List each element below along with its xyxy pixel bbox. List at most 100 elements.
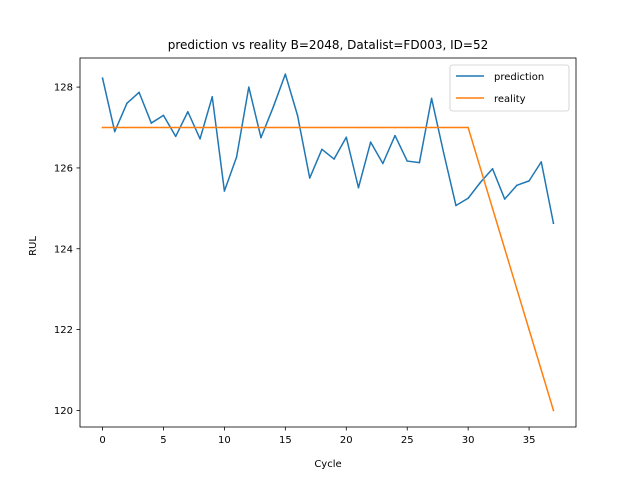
data-point-reality-7	[187, 126, 189, 129]
series-line-prediction	[101, 73, 555, 225]
data-point-prediction-31	[479, 181, 482, 184]
legend-label-reality: reality	[494, 94, 526, 105]
data-point-reality-8	[199, 126, 201, 129]
data-point-prediction-36	[540, 161, 543, 163]
data-point-reality-25	[406, 126, 408, 129]
data-point-prediction-2	[126, 102, 128, 105]
y-tick-label-120: 120	[54, 406, 73, 417]
data-point-reality-12	[248, 126, 250, 129]
data-point-reality-30	[467, 126, 469, 129]
x-tick-label-5: 5	[160, 435, 166, 446]
data-point-prediction-1	[113, 130, 116, 133]
data-point-reality-29	[455, 126, 457, 129]
data-point-prediction-6	[174, 135, 177, 138]
data-point-prediction-28	[443, 152, 445, 155]
data-point-prediction-22	[369, 141, 372, 143]
data-point-prediction-19	[333, 158, 335, 160]
data-point-prediction-8	[199, 138, 201, 140]
data-point-reality-33	[503, 248, 506, 250]
series-line-reality	[101, 126, 555, 412]
data-point-reality-1	[113, 126, 116, 129]
x-axis-label: Cycle	[314, 459, 341, 470]
data-point-reality-34	[516, 288, 518, 290]
data-point-prediction-0	[101, 77, 104, 79]
data-point-reality-26	[418, 126, 421, 129]
y-tick-label-128: 128	[54, 83, 73, 94]
legend-label-prediction: prediction	[494, 72, 544, 83]
data-point-reality-11	[235, 126, 238, 129]
data-point-reality-5	[162, 126, 165, 129]
plot-area	[101, 73, 555, 412]
data-point-prediction-21	[357, 186, 360, 189]
data-point-prediction-17	[308, 177, 311, 179]
data-point-reality-6	[174, 126, 177, 129]
data-point-reality-10	[223, 126, 226, 129]
data-point-reality-27	[430, 126, 433, 129]
y-tick-label-124: 124	[54, 244, 73, 255]
data-point-reality-0	[101, 126, 104, 129]
data-point-prediction-10	[223, 190, 226, 192]
x-tick-label-25: 25	[401, 435, 414, 446]
data-point-reality-9	[211, 126, 213, 129]
data-point-prediction-24	[394, 134, 396, 137]
data-point-prediction-11	[235, 156, 238, 158]
series-reality	[101, 126, 555, 412]
data-point-reality-17	[308, 126, 311, 129]
data-point-prediction-32	[491, 167, 494, 170]
data-point-prediction-13	[260, 136, 262, 139]
data-point-reality-28	[443, 126, 445, 129]
data-point-reality-31	[479, 167, 482, 169]
data-point-prediction-29	[455, 204, 457, 207]
data-point-reality-24	[394, 126, 396, 129]
data-point-prediction-9	[211, 96, 213, 98]
data-point-prediction-23	[382, 162, 384, 165]
data-point-reality-13	[260, 126, 262, 129]
x-tick-label-10: 10	[218, 435, 231, 446]
data-point-reality-20	[345, 126, 348, 129]
data-point-reality-23	[382, 126, 384, 129]
data-point-prediction-26	[418, 161, 421, 164]
data-point-prediction-5	[162, 114, 165, 117]
data-point-reality-37	[552, 409, 555, 412]
data-point-prediction-7	[187, 111, 189, 113]
x-tick-label-30: 30	[462, 435, 475, 446]
data-point-prediction-15	[284, 73, 287, 75]
data-point-reality-18	[321, 126, 323, 129]
x-tick-label-0: 0	[99, 435, 105, 446]
data-point-prediction-34	[516, 184, 518, 187]
data-point-prediction-33	[503, 198, 506, 200]
data-point-reality-15	[284, 126, 287, 129]
x-tick-label-35: 35	[523, 435, 536, 446]
data-point-prediction-30	[467, 197, 469, 199]
y-axis-label: RUL	[28, 236, 39, 256]
data-point-prediction-20	[345, 136, 348, 138]
data-point-prediction-4	[150, 122, 153, 124]
axes: 0 5 10 15 20 25 30 35 120 122 124 126 128	[54, 57, 577, 446]
data-point-reality-14	[272, 126, 274, 129]
y-tick-label-122: 122	[54, 325, 73, 336]
data-point-reality-32	[491, 207, 494, 210]
data-point-reality-4	[150, 126, 153, 129]
data-point-reality-19	[333, 126, 335, 129]
x-tick-label-20: 20	[340, 435, 353, 446]
plot-frame	[79, 57, 577, 428]
data-point-reality-21	[357, 126, 360, 129]
x-tick-label-15: 15	[279, 435, 292, 446]
data-point-reality-22	[369, 126, 372, 129]
data-point-reality-36	[540, 369, 543, 371]
data-point-reality-3	[138, 126, 140, 129]
data-point-reality-2	[126, 126, 128, 129]
data-point-prediction-18	[321, 148, 323, 151]
legend: prediction reality	[449, 64, 570, 112]
data-point-prediction-27	[430, 97, 433, 100]
data-point-prediction-14	[272, 106, 274, 109]
data-point-prediction-12	[248, 86, 250, 88]
chart-title: prediction vs reality B=2048, Datalist=F…	[168, 38, 488, 52]
y-tick-label-126: 126	[54, 164, 73, 175]
data-point-prediction-25	[406, 160, 408, 162]
data-point-prediction-35	[528, 180, 530, 182]
series-prediction	[101, 73, 555, 225]
data-point-prediction-16	[296, 114, 299, 117]
data-point-prediction-3	[138, 91, 140, 94]
